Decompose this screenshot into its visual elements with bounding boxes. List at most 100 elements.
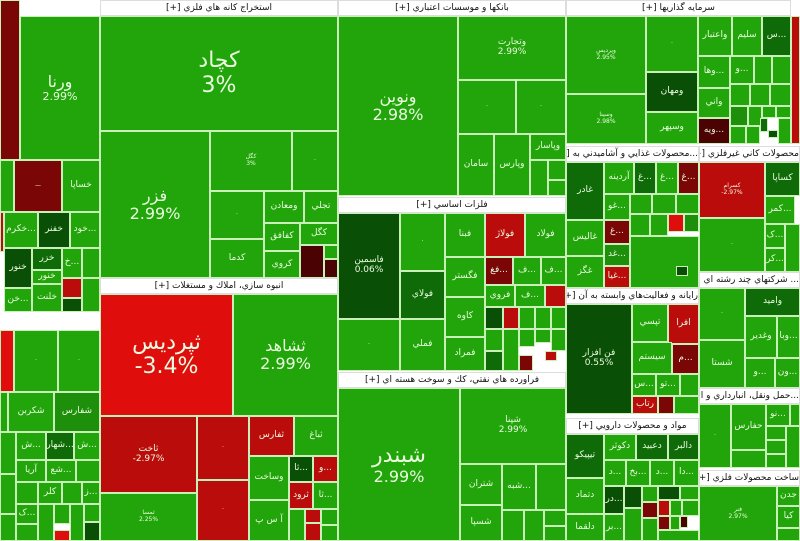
- treemap-tile[interactable]: [658, 516, 670, 530]
- treemap-tile[interactable]: [730, 106, 748, 126]
- treemap-tile[interactable]: [0, 474, 16, 514]
- treemap-tile-thafares[interactable]: ثفارس: [249, 416, 294, 456]
- treemap-tile-karvi[interactable]: کروي: [264, 251, 300, 278]
- treemap-tile[interactable]: [642, 518, 658, 541]
- treemap-tile-shasta[interactable]: شستا: [699, 340, 745, 388]
- treemap-tile[interactable]: نو...: [766, 404, 790, 426]
- treemap-tile-thaba[interactable]: ثباغ: [294, 416, 338, 456]
- treemap-tile-fanar[interactable]: فنر 2.97%: [699, 486, 777, 541]
- treemap-tile-vanovin[interactable]: ونوين 2.98%: [338, 16, 458, 196]
- sector-header-oil-products[interactable]: فراورده هاي نفتي، كك و سوخت هسته اي [+]: [338, 372, 566, 388]
- treemap-tile-sh1[interactable]: ش...: [16, 432, 46, 460]
- treemap-tile[interactable]: [750, 84, 770, 106]
- treemap-tile[interactable]: [778, 118, 791, 144]
- treemap-tile-fevalli[interactable]: فولاي: [400, 271, 445, 319]
- treemap-tile-sheba[interactable]: شبه...: [502, 464, 536, 510]
- treemap-tile[interactable]: ·: [699, 404, 731, 468]
- treemap-tile[interactable]: [730, 126, 746, 144]
- treemap-tile-ghu[interactable]: غو...: [604, 194, 630, 220]
- treemap-tile-kagol[interactable]: کگل: [300, 223, 338, 245]
- treemap-tile[interactable]: [16, 524, 38, 541]
- treemap-tile[interactable]: [766, 454, 786, 468]
- treemap-tile[interactable]: [503, 307, 519, 329]
- treemap-tile-theprdis[interactable]: ثپرديس -3.4%: [100, 294, 233, 416]
- treemap-tile-shahar[interactable]: شهار...: [46, 432, 74, 460]
- treemap-tile[interactable]: [680, 374, 699, 396]
- treemap-tile[interactable]: غ...: [678, 162, 699, 194]
- treemap-tile[interactable]: [524, 510, 544, 541]
- treemap-tile-vaetebar[interactable]: واعتبار: [698, 16, 732, 56]
- treemap-tile[interactable]: [485, 307, 503, 329]
- treemap-tile[interactable]: [519, 307, 535, 329]
- treemap-tile-shepna[interactable]: شپنا 2.99%: [460, 388, 566, 464]
- treemap-tile-fameli[interactable]: فملي: [400, 319, 445, 371]
- treemap-tile[interactable]: [760, 118, 768, 132]
- treemap-tile[interactable]: [658, 396, 674, 414]
- treemap-tile-khakrom[interactable]: خکرم...: [4, 212, 38, 248]
- treemap-tile-khazar[interactable]: خزر: [32, 248, 62, 270]
- treemap-tile[interactable]: ·: [516, 80, 566, 134]
- sector-header-banks[interactable]: بانکها و موسسات اعتباري [+]: [338, 0, 566, 16]
- treemap-tile[interactable]: [658, 486, 680, 500]
- treemap-tile-taypiko[interactable]: تيپيکو: [566, 434, 604, 478]
- treemap-tile[interactable]: [674, 396, 699, 414]
- treemap-tile-asp[interactable]: آ س پ: [249, 500, 289, 541]
- treemap-tile[interactable]: د...: [604, 460, 626, 486]
- treemap-tile[interactable]: غ...: [656, 162, 678, 194]
- treemap-tile[interactable]: در...: [604, 486, 624, 514]
- treemap-tile[interactable]: [0, 212, 4, 252]
- treemap-tile-famorad[interactable]: فمراد: [445, 337, 485, 371]
- treemap-tile-afra[interactable]: افرا: [668, 304, 699, 344]
- treemap-tile[interactable]: [768, 130, 778, 138]
- sector-header-pharma[interactable]: مواد و محصولات دارويي [+]: [566, 418, 699, 434]
- treemap-tile-kasa[interactable]: کساپا: [765, 162, 800, 196]
- treemap-tile[interactable]: [0, 160, 14, 212]
- treemap-tile[interactable]: [535, 307, 551, 329]
- treemap-tile[interactable]: [82, 248, 100, 278]
- treemap-tile-tha2[interactable]: ثا...: [313, 482, 338, 509]
- treemap-tile-khanvar2[interactable]: خنور: [32, 270, 62, 284]
- treemap-tile[interactable]: ·: [646, 16, 698, 72]
- treemap-tile-kave[interactable]: کاوه: [445, 297, 485, 337]
- sector-header-real-estate[interactable]: انبوه سازي، املاك و مستغلات [+]: [100, 278, 338, 294]
- treemap-tile[interactable]: [680, 486, 699, 500]
- treemap-tile[interactable]: [545, 285, 566, 307]
- treemap-tile-system[interactable]: سيستم: [632, 342, 672, 374]
- treemap-tile[interactable]: [0, 432, 16, 474]
- treemap-tile[interactable]: غ...: [604, 220, 630, 244]
- treemap-tile-khasapa[interactable]: خساپا: [62, 160, 100, 212]
- treemap-tile-group[interactable]: [630, 236, 699, 288]
- treemap-tile[interactable]: [551, 307, 566, 329]
- treemap-tile[interactable]: ·: [210, 191, 264, 239]
- treemap-tile-fagostar[interactable]: فگستر: [445, 257, 485, 297]
- treemap-tile-hafares[interactable]: حفارس: [731, 404, 766, 450]
- treemap-tile-vaghadir[interactable]: وغدير: [745, 316, 777, 358]
- treemap-tile[interactable]: [548, 160, 566, 180]
- treemap-tile[interactable]: [650, 214, 668, 236]
- treemap-tile-ghaba[interactable]: غيا...: [604, 266, 630, 288]
- sector-header-metal-ores[interactable]: استخراج کانه هاي فلزي [+]: [100, 0, 338, 16]
- treemap-tile[interactable]: [680, 516, 688, 528]
- treemap-tile[interactable]: [530, 160, 548, 196]
- treemap-tile[interactable]: [503, 329, 519, 371]
- treemap-tile-fulaj[interactable]: فولاژ: [485, 213, 525, 257]
- treemap-tile-tepsi[interactable]: تپسي: [632, 304, 668, 342]
- treemap-tile[interactable]: [642, 486, 658, 502]
- treemap-tile[interactable]: [766, 426, 786, 440]
- treemap-tile[interactable]: [54, 504, 70, 524]
- treemap-tile-vamahan[interactable]: ومهان: [646, 72, 698, 112]
- treemap-tile-varna[interactable]: ورنا 2.99%: [20, 16, 100, 160]
- treemap-tile-ghad[interactable]: غد...: [604, 244, 630, 266]
- treemap-tile-dakosar[interactable]: دکوثر: [604, 434, 636, 460]
- treemap-tile[interactable]: [485, 329, 503, 351]
- treemap-tile-kaya[interactable]: کيا: [777, 506, 800, 528]
- treemap-tile[interactable]: [785, 224, 800, 272]
- treemap-tile-thasakht[interactable]: وساخت: [249, 456, 289, 500]
- treemap-tile[interactable]: ·: [458, 80, 516, 134]
- treemap-tile-fanafzar[interactable]: فن افزار 0.55%: [566, 304, 632, 414]
- treemap-tile-khan[interactable]: خن...: [4, 288, 32, 312]
- treemap-tile[interactable]: [485, 351, 503, 371]
- treemap-tile-thashahed[interactable]: ثشاهد 2.99%: [233, 294, 338, 416]
- treemap-tile[interactable]: [321, 525, 338, 541]
- treemap-tile[interactable]: [670, 500, 682, 516]
